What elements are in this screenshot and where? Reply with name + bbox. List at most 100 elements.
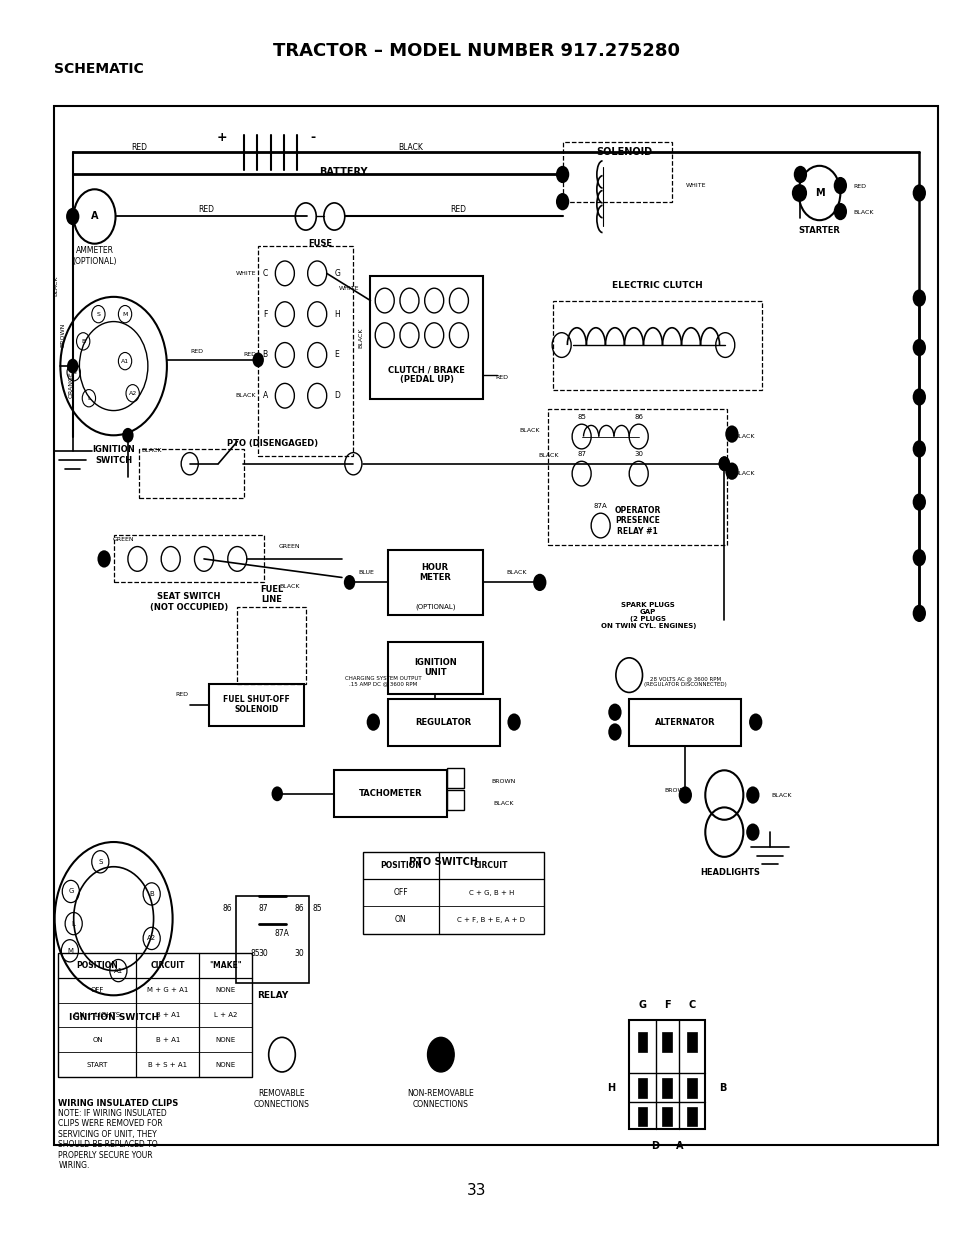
Text: BLACK: BLACK bbox=[518, 427, 539, 432]
Circle shape bbox=[791, 185, 804, 202]
Text: ALTERNATOR: ALTERNATOR bbox=[655, 717, 715, 726]
Bar bbox=[638, 1106, 646, 1126]
Text: RED: RED bbox=[190, 348, 203, 354]
Text: -: - bbox=[311, 131, 315, 144]
Text: H: H bbox=[334, 310, 339, 318]
Circle shape bbox=[507, 714, 520, 731]
Bar bbox=[209, 684, 304, 726]
Text: G: G bbox=[68, 888, 73, 895]
Text: CHARGING SYSTEM OUTPUT
.15 AMP DC @ 3600 RPM: CHARGING SYSTEM OUTPUT .15 AMP DC @ 3600… bbox=[344, 676, 420, 686]
Circle shape bbox=[122, 427, 133, 442]
Text: M: M bbox=[122, 312, 128, 317]
Text: BLACK: BLACK bbox=[537, 452, 558, 457]
Text: "MAKE": "MAKE" bbox=[209, 961, 241, 970]
Text: CIRCUIT: CIRCUIT bbox=[474, 861, 508, 870]
Bar bbox=[113, 535, 264, 582]
Text: NONE: NONE bbox=[215, 1037, 235, 1043]
Text: G: G bbox=[71, 369, 76, 374]
Text: BROWN: BROWN bbox=[491, 779, 516, 784]
Circle shape bbox=[608, 704, 621, 721]
Circle shape bbox=[678, 787, 691, 804]
Circle shape bbox=[912, 440, 925, 457]
Text: RELAY: RELAY bbox=[256, 991, 288, 1000]
Text: BLACK: BLACK bbox=[279, 584, 299, 589]
Text: SCHEMATIC: SCHEMATIC bbox=[53, 62, 143, 77]
Circle shape bbox=[97, 550, 111, 567]
Text: A2: A2 bbox=[147, 935, 156, 942]
Circle shape bbox=[745, 787, 759, 804]
Text: 33: 33 bbox=[467, 1183, 486, 1198]
Bar bbox=[237, 607, 306, 684]
Bar bbox=[446, 768, 463, 788]
Text: C + F, B + E, A + D: C + F, B + E, A + D bbox=[456, 917, 525, 923]
Text: REMOVABLE
CONNECTIONS: REMOVABLE CONNECTIONS bbox=[253, 1089, 310, 1109]
Text: +: + bbox=[216, 131, 227, 144]
Text: HEADLIGHTS: HEADLIGHTS bbox=[700, 869, 760, 877]
Text: BLUE: BLUE bbox=[358, 570, 375, 575]
Text: BROWN: BROWN bbox=[664, 788, 688, 793]
Text: RED: RED bbox=[197, 204, 213, 213]
Text: WHITE: WHITE bbox=[338, 286, 358, 291]
Circle shape bbox=[912, 549, 925, 566]
Text: C: C bbox=[262, 269, 268, 278]
Text: AMMETER
(OPTIONAL): AMMETER (OPTIONAL) bbox=[72, 247, 116, 265]
Text: POSITION: POSITION bbox=[379, 861, 421, 870]
Bar bbox=[387, 550, 482, 615]
Text: BLACK: BLACK bbox=[733, 471, 754, 476]
Text: NOTE: IF WIRING INSULATED
CLIPS WERE REMOVED FOR
SERVICING OF UNIT, THEY
SHOULD : NOTE: IF WIRING INSULATED CLIPS WERE REM… bbox=[58, 1109, 167, 1170]
Bar bbox=[661, 1032, 671, 1052]
Text: D: D bbox=[650, 1141, 659, 1151]
Text: BLACK: BLACK bbox=[493, 802, 514, 807]
Bar bbox=[562, 142, 671, 202]
Text: M: M bbox=[67, 948, 72, 954]
Text: C: C bbox=[688, 1000, 695, 1010]
Text: RED: RED bbox=[175, 693, 189, 698]
Text: A: A bbox=[675, 1141, 682, 1151]
Circle shape bbox=[67, 358, 78, 373]
Bar bbox=[58, 953, 252, 1077]
Bar bbox=[629, 1020, 704, 1129]
Circle shape bbox=[66, 208, 79, 225]
Text: IGNITION
SWITCH: IGNITION SWITCH bbox=[92, 445, 135, 465]
Text: 28 VOLTS AC @ 3600 RPM
(REGULATOR DISCONNECTED): 28 VOLTS AC @ 3600 RPM (REGULATOR DISCON… bbox=[643, 676, 726, 686]
Bar bbox=[686, 1032, 696, 1052]
Text: A: A bbox=[91, 212, 98, 222]
Circle shape bbox=[718, 456, 729, 471]
Text: IGNITION
UNIT: IGNITION UNIT bbox=[414, 658, 456, 678]
Text: PTO (DISENGAGED): PTO (DISENGAGED) bbox=[227, 440, 317, 449]
Text: OPERATOR
PRESENCE
RELAY #1: OPERATOR PRESENCE RELAY #1 bbox=[614, 506, 660, 535]
Circle shape bbox=[366, 714, 379, 731]
Text: 87: 87 bbox=[577, 451, 585, 457]
Text: WIRING INSULATED CLIPS: WIRING INSULATED CLIPS bbox=[58, 1099, 178, 1108]
Text: L: L bbox=[87, 395, 91, 400]
Bar bbox=[446, 790, 463, 810]
Circle shape bbox=[793, 185, 806, 202]
Bar bbox=[638, 1078, 646, 1098]
Text: BLACK: BLACK bbox=[358, 327, 363, 348]
Circle shape bbox=[912, 339, 925, 356]
Circle shape bbox=[745, 824, 759, 841]
Text: WHITE: WHITE bbox=[235, 271, 256, 276]
Text: CIRCUIT: CIRCUIT bbox=[151, 961, 185, 970]
Bar bbox=[236, 896, 309, 983]
Bar bbox=[387, 699, 499, 746]
Circle shape bbox=[556, 166, 569, 183]
Text: OFF: OFF bbox=[394, 888, 408, 897]
Circle shape bbox=[427, 1037, 454, 1072]
Text: M: M bbox=[814, 188, 823, 198]
Text: SEAT SWITCH
(NOT OCCUPIED): SEAT SWITCH (NOT OCCUPIED) bbox=[150, 592, 228, 612]
Bar bbox=[334, 771, 446, 818]
Text: SOLENOID: SOLENOID bbox=[596, 147, 652, 157]
Text: BLACK: BLACK bbox=[770, 793, 791, 798]
Text: G: G bbox=[334, 269, 340, 278]
Bar bbox=[661, 1106, 671, 1126]
Text: FUEL SHUT-OFF
SOLENOID: FUEL SHUT-OFF SOLENOID bbox=[223, 695, 290, 715]
Text: S: S bbox=[98, 859, 102, 865]
Text: L: L bbox=[71, 921, 75, 927]
Text: BLACK: BLACK bbox=[733, 434, 754, 439]
Text: CLUTCH / BRAKE
(PEDAL UP): CLUTCH / BRAKE (PEDAL UP) bbox=[388, 366, 464, 384]
Text: A1: A1 bbox=[113, 968, 123, 974]
Text: A2: A2 bbox=[129, 390, 136, 395]
Text: 85: 85 bbox=[577, 414, 585, 420]
Text: ON + LIGHTS: ON + LIGHTS bbox=[74, 1012, 120, 1018]
